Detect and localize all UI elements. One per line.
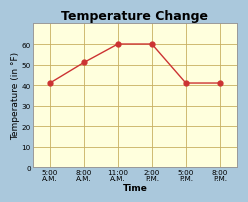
Y-axis label: Temperature (in °F): Temperature (in °F)	[11, 52, 20, 140]
X-axis label: Time: Time	[123, 183, 147, 192]
Title: Temperature Change: Temperature Change	[61, 10, 208, 23]
